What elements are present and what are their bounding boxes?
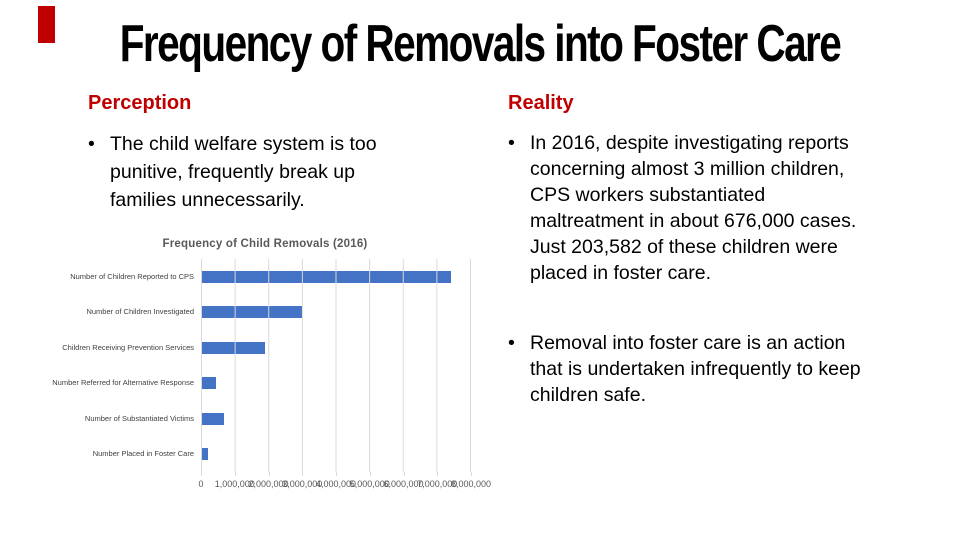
chart-rows: Number of Children Reported to CPS Number… [30,259,500,472]
chart-plot-area: Number of Children Reported to CPS Number… [30,259,500,489]
chart-bar-track [201,259,471,295]
chart-bar [201,412,224,425]
bullet-icon: • [88,133,95,155]
chart-row: Number of Children Reported to CPS [30,259,500,295]
chart-bar-track [201,437,471,473]
chart-category-label: Number of Substantiated Victims [84,413,194,423]
axis-tick-mark [471,472,472,476]
chart-category-label: Number of Children Reported to CPS [70,271,194,281]
chart-row: Children Receiving Prevention Services [30,330,500,366]
chart-title: Frequency of Child Removals (2016) [162,238,368,250]
axis-tick-label: 6,000,000 [383,479,424,489]
chart-bar-track [201,295,471,331]
chart-category-label: Children Receiving Prevention Services [62,342,194,352]
axis-tick-mark [234,472,236,476]
axis-tick-mark [302,472,304,476]
chart-row: Number Referred for Alternative Response [30,366,500,402]
reality-bullet-1: • In 2016, despite investigating reports… [508,130,923,286]
axis-tick-label: 5,000,000 [349,479,390,489]
reality-bullet-2: • Removal into foster care is an action … [508,330,923,408]
axis-tick-label: 3,000,000 [282,479,323,489]
reality-column: Reality • In 2016, despite investigating… [508,92,923,408]
perception-bullet-text: The child welfare system is too punitive… [110,133,377,211]
axis-tick-label: 7,000,000 [417,479,458,489]
chart-bar [201,270,451,283]
axis-tick-label: 0 [198,479,204,489]
bullet-icon: • [508,132,515,154]
chart-bar [201,448,208,461]
chart-row: Number of Substantiated Victims [30,401,500,437]
chart-category-label: Number of Children Investigated [86,307,194,317]
chart-row: Number of Children Investigated [30,295,500,331]
red-accent-bar [38,6,55,43]
axis-tick-mark [369,472,371,476]
reality-bullet-2-text: Removal into foster care is an action th… [530,332,861,406]
reality-bullet-1-text: In 2016, despite investigating reports c… [530,132,857,284]
axis-tick-label: 4,000,000 [315,479,357,489]
chart-category-label: Number Referred for Alternative Response [52,378,194,388]
reality-heading: Reality [508,92,574,114]
axis-tick-mark [336,472,337,476]
chart-category-label: Number Placed in Foster Care [92,449,194,459]
axis-tick-mark [403,472,405,476]
chart-bar-track [201,366,471,402]
axis-tick-label: 8,000,000 [450,479,492,489]
chart-bar [201,341,266,354]
chart-bar [201,377,217,390]
chart-x-axis: 0 1,000,000 2,000,000 3,000,000 4,000,000 5,0… [198,472,491,494]
axis-tick-label: 1,000,000 [214,479,255,489]
perception-column: Perception • The child welfare system is… [88,92,433,214]
axis-tick-mark [268,472,270,476]
axis-tick-mark [201,472,202,476]
axis-tick-label: 2,000,000 [248,479,289,489]
perception-heading: Perception [88,92,192,114]
chart-bar-track [201,401,471,437]
axis-tick-mark [437,472,439,476]
chart-bar [201,306,303,319]
slide-title: Frequency of Removals into Foster Care [119,15,842,73]
perception-bullet: • The child welfare system is too puniti… [88,130,433,214]
bullet-icon: • [508,332,515,354]
chart-row: Number Placed in Foster Care [30,437,500,473]
chart-bar-track [201,330,471,366]
bar-chart: Frequency of Child Removals (2016) Numbe… [30,238,500,508]
